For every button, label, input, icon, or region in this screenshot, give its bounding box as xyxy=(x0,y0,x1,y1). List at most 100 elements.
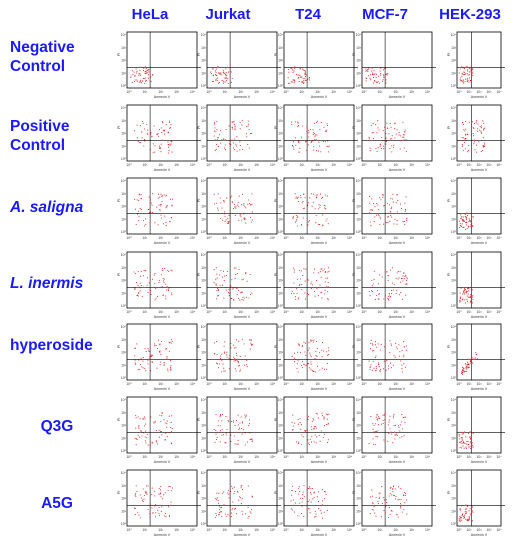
y-tick-label: 10⁰ xyxy=(451,157,457,161)
y-tick-label: 10¹ xyxy=(356,217,362,221)
event-dot xyxy=(296,292,298,295)
event-dot xyxy=(147,292,149,294)
event-dot xyxy=(220,414,222,416)
event-dot xyxy=(469,361,471,363)
event-dot xyxy=(296,278,298,280)
event-dot xyxy=(223,345,225,347)
event-dot xyxy=(229,506,231,508)
event-dot xyxy=(139,275,142,277)
x-tick-label: 10⁴ xyxy=(190,163,196,167)
event-dot xyxy=(218,505,220,507)
x-tick-label: 10⁰ xyxy=(206,528,212,532)
event-dot xyxy=(372,74,374,76)
event-dot xyxy=(163,363,165,365)
event-dot xyxy=(321,412,323,414)
event-dot xyxy=(293,282,295,284)
y-tick-label: 10⁰ xyxy=(278,84,284,88)
event-dot xyxy=(396,223,398,225)
x-tick-label: 10⁴ xyxy=(270,236,276,240)
x-tick-label: 10³ xyxy=(409,528,415,532)
x-tick-label: 10⁴ xyxy=(347,236,353,240)
event-dot xyxy=(141,131,143,133)
x-axis-label: Annexin V xyxy=(389,533,406,537)
event-dot xyxy=(326,368,328,370)
event-dot xyxy=(374,205,376,207)
y-axis-label: PI xyxy=(197,273,201,276)
event-dot xyxy=(323,511,325,513)
plot-frame xyxy=(283,31,355,89)
event-dot xyxy=(466,66,468,68)
event-dot xyxy=(460,296,462,298)
event-dot xyxy=(153,422,155,424)
event-dot xyxy=(298,488,300,490)
y-tick-label: 10³ xyxy=(278,46,284,50)
event-dot xyxy=(371,285,373,287)
event-dot xyxy=(376,202,378,205)
event-dot xyxy=(236,288,238,290)
y-tick-label: 10⁰ xyxy=(278,449,284,453)
event-dot xyxy=(314,290,316,293)
event-dot xyxy=(392,417,394,419)
x-tick-label: 10² xyxy=(477,163,483,167)
event-dot xyxy=(291,290,293,292)
y-axis-label: PI xyxy=(197,345,201,348)
y-tick-label: 10⁰ xyxy=(201,84,207,88)
event-dot xyxy=(465,371,467,373)
event-dot xyxy=(302,78,304,80)
event-dot xyxy=(483,128,485,130)
event-dot xyxy=(134,363,136,365)
event-dot xyxy=(406,218,408,220)
event-dot xyxy=(250,512,252,514)
event-dot xyxy=(467,361,469,363)
event-dot xyxy=(308,136,310,138)
event-dot xyxy=(303,207,305,209)
x-tick-label: 10¹ xyxy=(142,236,148,240)
event-dot xyxy=(473,127,475,130)
event-dot xyxy=(312,487,314,490)
event-dot xyxy=(469,431,471,433)
event-dot xyxy=(224,147,226,149)
event-dot xyxy=(380,343,382,345)
event-dot xyxy=(227,492,229,494)
event-dot xyxy=(152,152,154,154)
y-tick-label: 10⁰ xyxy=(356,376,362,380)
event-dot xyxy=(167,368,169,370)
x-tick-label: 10⁴ xyxy=(270,382,276,386)
event-dot xyxy=(218,81,220,84)
event-dot xyxy=(317,417,320,419)
event-dot xyxy=(464,370,466,372)
event-dot xyxy=(147,444,149,446)
event-dot xyxy=(143,494,145,497)
event-dot xyxy=(236,339,238,341)
event-dot xyxy=(163,282,165,284)
event-dot xyxy=(242,193,244,195)
event-dot xyxy=(319,204,321,206)
event-dot xyxy=(369,221,372,223)
event-dot xyxy=(464,511,466,513)
event-dot xyxy=(291,489,293,492)
event-dot xyxy=(404,494,406,497)
event-dot xyxy=(385,499,387,501)
event-dot xyxy=(307,507,310,509)
event-dot xyxy=(322,141,324,143)
event-dot xyxy=(222,434,225,436)
y-tick-label: 10² xyxy=(121,59,127,63)
event-dot xyxy=(465,366,467,368)
event-dot xyxy=(371,67,373,69)
y-tick-label: 10² xyxy=(201,59,207,63)
event-dot xyxy=(406,283,408,285)
event-dot xyxy=(472,432,474,434)
event-dot xyxy=(310,361,312,363)
event-dot xyxy=(150,211,152,213)
event-dot xyxy=(458,72,460,74)
y-tick-label: 10³ xyxy=(201,192,207,196)
event-dot xyxy=(145,351,147,353)
event-dot xyxy=(399,424,401,426)
event-dot xyxy=(388,294,390,296)
x-tick-label: 10¹ xyxy=(299,455,305,459)
event-dot xyxy=(371,132,373,134)
event-dot xyxy=(323,417,325,419)
